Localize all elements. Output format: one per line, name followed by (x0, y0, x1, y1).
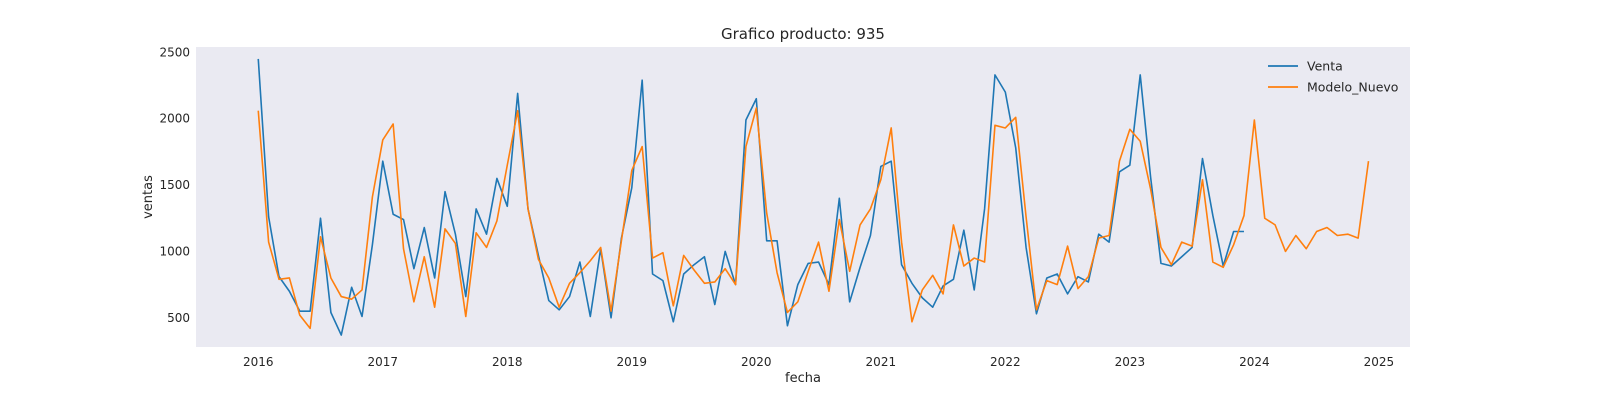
x-tick-label: 2017 (367, 355, 398, 369)
chart-title: Grafico producto: 935 (721, 25, 885, 43)
x-tick-label: 2024 (1239, 355, 1270, 369)
y-tick-label: 2500 (159, 45, 190, 59)
x-tick-label: 2023 (1115, 355, 1146, 369)
y-axis-label: ventas (141, 175, 156, 219)
legend-label: Modelo_Nuevo (1307, 80, 1398, 95)
y-axis: 500 1000 1500 2000 2500 (159, 45, 190, 324)
series-line-0 (257, 58, 1244, 336)
x-tick-label: 2019 (617, 355, 648, 369)
x-axis: 2016 2017 2018 2019 2020 2021 2022 2023 2024 2025 (243, 355, 1394, 369)
x-tick-label: 2021 (866, 355, 897, 369)
x-tick-label: 2022 (990, 355, 1021, 369)
series-lines (257, 58, 1370, 336)
x-tick-label: 2020 (741, 355, 772, 369)
plot-area (196, 47, 1410, 347)
x-tick-label: 2025 (1364, 355, 1395, 369)
y-tick-label: 1000 (159, 244, 190, 258)
legend: Venta Modelo_Nuevo (1268, 59, 1398, 95)
y-tick-label: 2000 (159, 112, 190, 126)
x-tick-label: 2016 (243, 355, 274, 369)
series-line-1 (257, 107, 1370, 330)
y-tick-label: 1500 (159, 178, 190, 192)
x-tick-label: 2018 (492, 355, 523, 369)
x-axis-label: fecha (785, 371, 821, 386)
y-tick-label: 500 (167, 311, 190, 325)
legend-label: Venta (1307, 59, 1343, 74)
